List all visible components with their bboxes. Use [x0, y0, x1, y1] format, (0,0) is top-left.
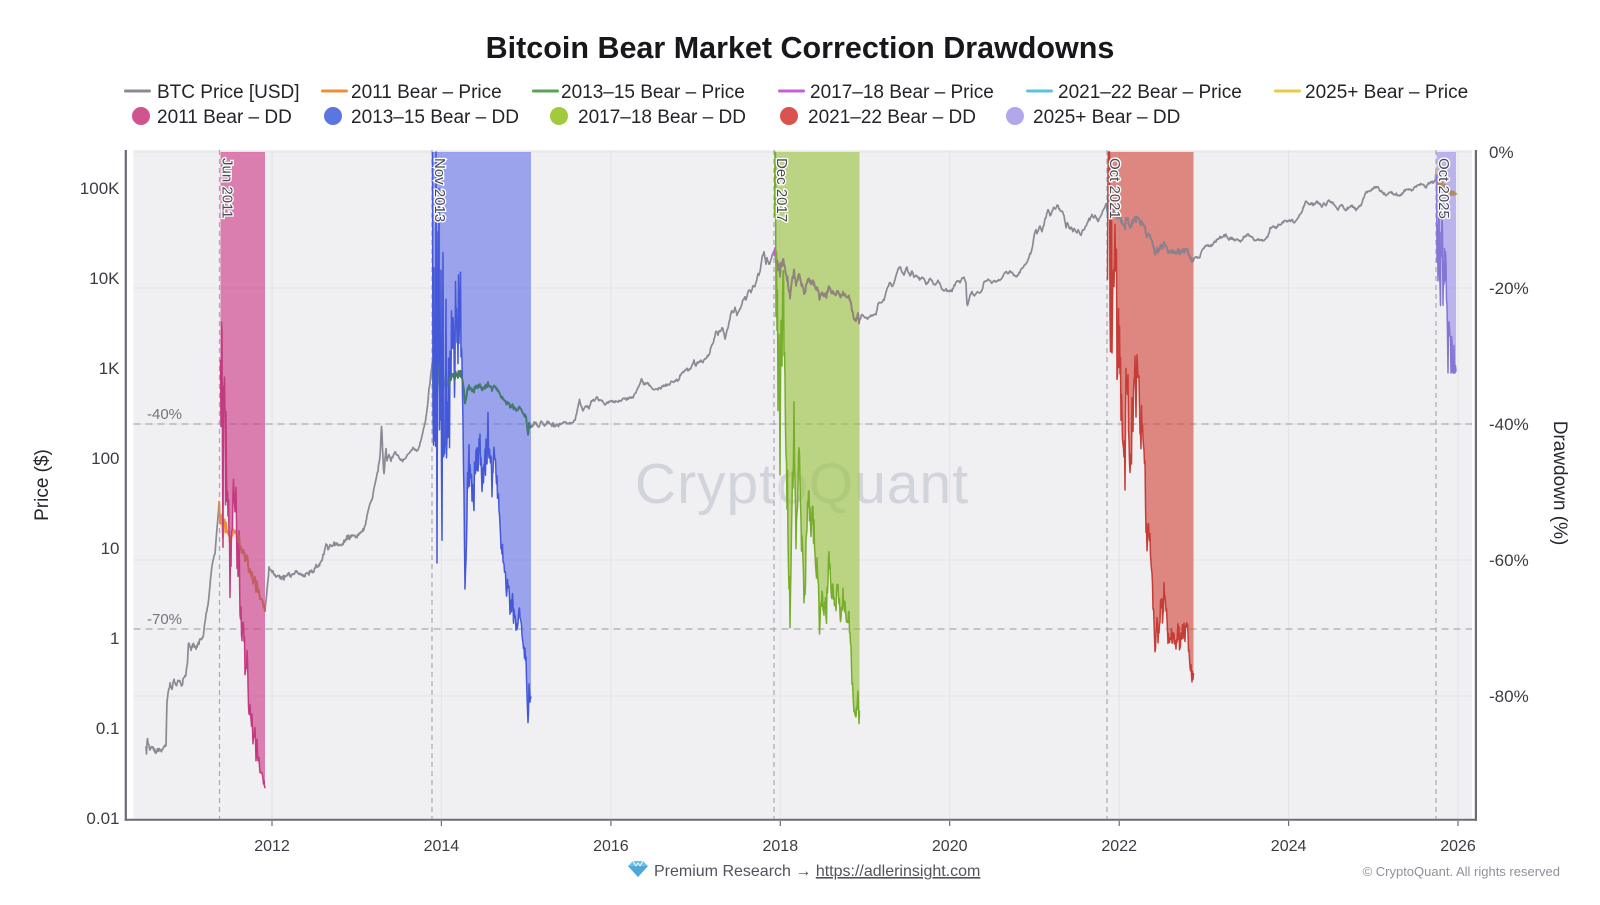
svg-text:0%: 0%	[1489, 143, 1514, 162]
svg-text:Premium Research → https://a: Premium Research → https://adlerinsight.…	[654, 863, 980, 880]
svg-text:2025+ Bear – DD: 2025+ Bear – DD	[1033, 107, 1180, 128]
svg-text:10: 10	[101, 539, 120, 558]
svg-text:Nov 2013: Nov 2013	[431, 158, 448, 222]
svg-text:2018: 2018	[763, 838, 799, 855]
svg-text:0.1: 0.1	[96, 719, 120, 738]
svg-text:-60%: -60%	[1489, 551, 1529, 570]
svg-text:-80%: -80%	[1489, 687, 1529, 706]
svg-text:2022: 2022	[1101, 838, 1137, 855]
svg-text:-40%: -40%	[1489, 415, 1529, 434]
svg-text:Dec 2017: Dec 2017	[773, 158, 790, 222]
svg-text:2017–18 Bear – Price: 2017–18 Bear – Price	[810, 82, 994, 103]
svg-text:2013–15 Bear – Price: 2013–15 Bear – Price	[561, 82, 745, 103]
svg-text:1K: 1K	[99, 359, 120, 378]
svg-text:2021–22 Bear – Price: 2021–22 Bear – Price	[1058, 82, 1242, 103]
svg-text:2021–22 Bear – DD: 2021–22 Bear – DD	[808, 107, 976, 128]
svg-text:-40%: -40%	[147, 406, 182, 423]
svg-text:1: 1	[110, 629, 119, 648]
svg-text:2016: 2016	[593, 838, 629, 855]
svg-text:Price ($): Price ($)	[32, 449, 53, 521]
svg-text:2024: 2024	[1271, 838, 1307, 855]
svg-text:-20%: -20%	[1489, 279, 1529, 298]
svg-text:100K: 100K	[80, 179, 120, 198]
svg-text:100: 100	[91, 449, 119, 468]
svg-text:0.01: 0.01	[86, 809, 119, 828]
svg-text:Oct 2021: Oct 2021	[1106, 158, 1123, 219]
svg-text:2012: 2012	[254, 838, 290, 855]
svg-text:Jun 2011: Jun 2011	[219, 158, 236, 219]
svg-text:2025+ Bear – Price: 2025+ Bear – Price	[1305, 82, 1468, 103]
svg-text:2017–18 Bear – DD: 2017–18 Bear – DD	[578, 107, 746, 128]
svg-text:10K: 10K	[89, 269, 120, 288]
svg-text:BTC Price [USD]: BTC Price [USD]	[157, 82, 300, 103]
svg-text:Drawdown (%): Drawdown (%)	[1549, 421, 1570, 546]
svg-text:2026: 2026	[1440, 838, 1476, 855]
svg-text:© CryptoQuant. All rights rese: © CryptoQuant. All rights reserved	[1363, 864, 1560, 879]
svg-text:Oct 2025: Oct 2025	[1435, 158, 1452, 219]
svg-text:2013–15 Bear – DD: 2013–15 Bear – DD	[351, 107, 519, 128]
svg-text:2020: 2020	[932, 838, 968, 855]
svg-text:2011 Bear – DD: 2011 Bear – DD	[157, 107, 292, 128]
svg-text:Bitcoin Bear Market Correction: Bitcoin Bear Market Correction Drawdowns	[486, 31, 1115, 65]
svg-text:-70%: -70%	[147, 611, 182, 628]
svg-text:2011 Bear – Price: 2011 Bear – Price	[351, 82, 502, 103]
svg-text:2014: 2014	[424, 838, 460, 855]
